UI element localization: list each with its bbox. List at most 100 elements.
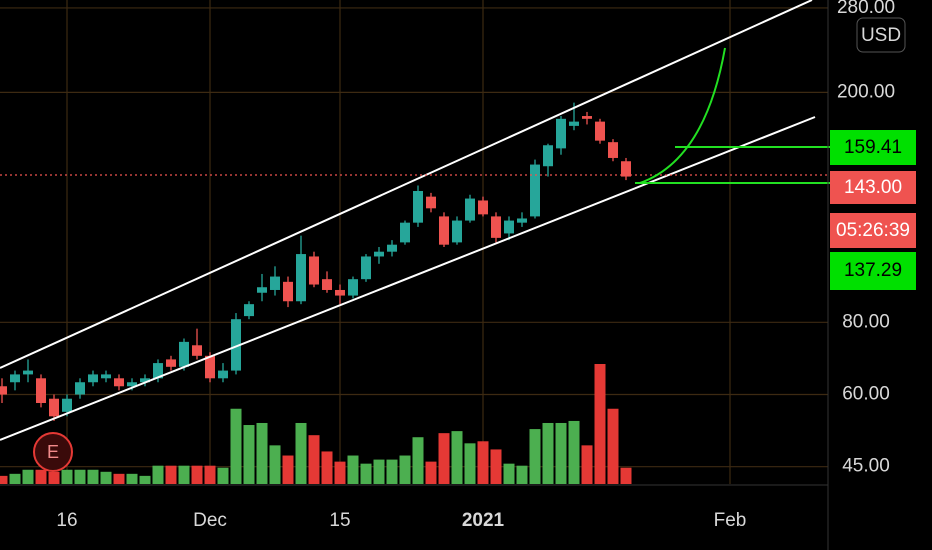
candle-body [114, 378, 124, 387]
y-tick-label: 80.00 [842, 311, 890, 332]
candle-body [205, 355, 215, 379]
candle-body [465, 198, 475, 221]
countdown-label: 05:26:39 [836, 220, 910, 241]
candle-body [452, 220, 462, 243]
volume-bar [152, 465, 164, 484]
earnings-label: E [47, 442, 59, 462]
candle-body [374, 251, 384, 257]
volume-bar [373, 459, 385, 484]
volume-bar [334, 461, 346, 484]
volume-bar [425, 461, 437, 484]
volume-bar [503, 463, 515, 484]
volume-bar [516, 465, 528, 484]
candle-body [296, 254, 306, 302]
volume-bar [178, 465, 190, 484]
volume-bar [581, 445, 593, 484]
candle-body [504, 220, 514, 234]
candle-body [309, 256, 319, 285]
volume-bar [568, 420, 580, 484]
volume-bar [620, 467, 632, 484]
channel-lower [0, 116, 816, 441]
candle-body [153, 363, 163, 379]
volume-bar [399, 455, 411, 484]
candle-body [478, 200, 488, 215]
y-tick-label: 45.00 [842, 456, 890, 477]
volume-bar [321, 451, 333, 484]
candle-body [270, 276, 280, 290]
candle-body [491, 216, 501, 238]
volume-bar [529, 429, 541, 484]
candle-body [166, 359, 176, 367]
volume-bar [464, 443, 476, 484]
projection-curve [639, 47, 726, 184]
price-label: 159.41 [844, 137, 902, 158]
candle-body [322, 279, 332, 290]
volume-bar [477, 441, 489, 484]
candle-body [530, 164, 540, 217]
candle-body [621, 161, 631, 177]
channel-upper [0, 0, 813, 369]
candle-body [361, 256, 371, 280]
volume-bar [542, 422, 554, 484]
earnings-marker[interactable] [33, 432, 73, 472]
candle-body [387, 244, 397, 252]
volume-bar [386, 459, 398, 484]
volume-bar [295, 422, 307, 484]
volume-bar [165, 465, 177, 484]
candle-body [335, 289, 345, 296]
currency-label: USD [861, 25, 901, 46]
volume-bar [256, 422, 268, 484]
volume-bar [230, 408, 242, 484]
volume-bar [22, 469, 34, 484]
volume-bar [35, 469, 47, 484]
y-tick-label: 60.00 [842, 384, 890, 405]
candle-body [75, 382, 85, 395]
candle-body [140, 378, 150, 383]
candle-body [192, 345, 202, 356]
volume-bar [139, 475, 151, 484]
x-tick-label: 16 [56, 510, 77, 531]
candle-body [127, 382, 137, 387]
volume-bar [74, 469, 86, 484]
candle-body [257, 287, 267, 293]
candle-body [218, 370, 228, 379]
x-tick-label: Dec [193, 510, 227, 531]
y-tick-label: 200.00 [837, 81, 895, 102]
volume-bar [113, 473, 125, 484]
volume-bar [607, 408, 619, 484]
volume-bar [451, 431, 463, 484]
volume-bar [347, 455, 359, 484]
candle-body [556, 118, 566, 149]
candle-body [517, 218, 527, 223]
volume-bar [594, 364, 606, 484]
volume-bar [126, 473, 138, 484]
currency-box[interactable] [856, 17, 906, 53]
candle-body [62, 398, 72, 412]
volume-bar [48, 471, 60, 484]
candle-body [88, 374, 98, 383]
volume-bar [61, 469, 73, 484]
volume-bar [9, 473, 21, 484]
volume-bar [282, 455, 294, 484]
volume-bar [555, 422, 567, 484]
candle-body [101, 374, 111, 379]
volume-bar [204, 465, 216, 484]
candle-body [244, 304, 254, 317]
price-label-box [830, 171, 916, 204]
volume-bar [87, 469, 99, 484]
candle-body [439, 216, 449, 245]
volume-bar [191, 465, 203, 484]
candle-body [543, 145, 553, 167]
candle-body [10, 374, 20, 383]
volume-bar [308, 435, 320, 484]
candle-body [36, 378, 46, 404]
candle-body [569, 121, 579, 126]
candle-body [23, 370, 33, 375]
x-tick-label: 2021 [462, 510, 505, 531]
candle-body [283, 281, 293, 302]
volume-bar [438, 433, 450, 484]
candle-body [426, 196, 436, 209]
volume-bar [490, 449, 502, 484]
